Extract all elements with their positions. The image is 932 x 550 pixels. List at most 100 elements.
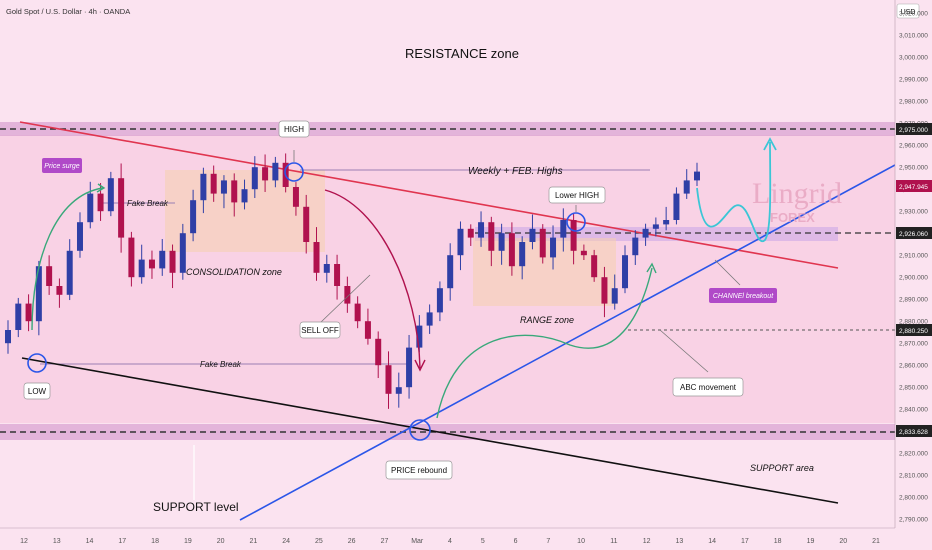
candle-bull [272,162,279,181]
abc-pointer [659,329,709,373]
channel-pointer [714,259,741,286]
candle-bull [66,250,73,295]
range-label: RANGE zone [520,315,574,325]
candle-bull [436,288,443,313]
candle-bull [560,220,567,238]
price-tick-label: 2,860.000 [899,363,928,370]
abc-arrowhead [646,262,657,274]
watermark-brand: Lingrid [752,177,842,210]
time-tick-label: 26 [348,538,356,545]
candle-bear [570,220,577,251]
price-tag-low-text: 2,880.250 [899,328,928,335]
candle-bull [632,237,639,256]
time-tick-label: 18 [774,538,782,545]
time-tick-label: 27 [381,538,389,545]
time-tick-label: 5 [481,538,485,545]
time-tick-label: 10 [577,538,585,545]
candle-bear [601,277,608,304]
price-tag-mid-text: 2,926.060 [899,231,928,238]
time-tick-label: 19 [807,538,815,545]
candle-bull [76,222,83,251]
time-tick-label: 13 [675,538,683,545]
high-marker-circle [284,162,304,182]
time-tick-label: 12 [643,538,651,545]
price-surge-arrow [31,187,104,331]
candle-bear [539,228,546,258]
price-tick-label: 2,980.000 [899,99,928,106]
price-tick-label: 2,960.000 [899,143,928,150]
support-level-label: SUPPORT level [153,500,239,514]
candle-bull [550,237,557,258]
time-tick-label: 24 [282,538,290,545]
price-tick-label: 2,950.000 [899,165,928,172]
ascending-trendline [239,164,896,521]
price-tag-current: 2,947.945 [896,180,932,192]
price-tick-label: 2,990.000 [899,77,928,84]
price-tag-current-text: 2,947.945 [899,184,928,191]
price-tag-low: 2,880.250 [896,324,932,336]
price-tag-mid: 2,926.060 [896,227,932,239]
candle-bull [683,180,690,194]
candle-bear [169,250,176,273]
candle-bear [375,338,382,366]
candle-bull [498,233,505,251]
price-tick-label: 2,850.000 [899,385,928,392]
candle-bull [5,330,11,344]
candle-bull [416,325,423,348]
resistance-zone-label: RESISTANCE zone [405,46,519,61]
instrument-title: Gold Spot / U.S. Dollar · 4h · OANDA [6,7,130,16]
candle-bull [107,178,114,212]
candle-bear [56,286,63,295]
candle-bull [200,173,207,201]
candle-bull [15,303,22,330]
candle-bull [447,255,454,289]
candle-bull [138,259,145,278]
channel-label: CHANNEl breakout [713,293,774,300]
resistance-zone-band [0,122,895,136]
candles-group [5,153,700,409]
time-tick-label: 14 [86,538,94,545]
abc-label: ABC movement [680,383,737,392]
candle-bull [87,193,94,223]
abc-callout: ABC movement [672,377,744,397]
watermark-sub: FOREX [770,210,815,225]
price-tick-label: 3,000.000 [899,55,928,62]
time-tick-label: 12 [20,538,28,545]
sell-off-arrow [324,189,421,369]
time-tick-label: 19 [184,538,192,545]
support-zone-band [0,424,895,440]
time-tick-label: 25 [315,538,323,545]
candle-bull [159,250,166,269]
support-area-label: SUPPORT area [750,463,814,473]
resistance-trendline [19,121,839,269]
candle-bull [519,242,526,267]
time-tick-label: 11 [610,538,617,545]
projection-arrowhead [763,137,777,151]
price-tick-label: 2,790.000 [899,517,928,524]
time-tick-label: 17 [741,538,749,545]
abc-curve [436,267,653,419]
time-tick-label: 21 [872,538,880,545]
candle-bull [642,228,649,238]
time-tick-label: 7 [546,538,550,545]
price-tick-label: 2,870.000 [899,341,928,348]
candle-bull [652,224,659,229]
candle-bull [220,180,227,194]
candle-bear [580,250,587,256]
channel-callout: CHANNEl breakout [709,288,777,303]
candle-bull [673,193,680,220]
time-tick-label: 13 [53,538,61,545]
currency-box[interactable] [896,3,920,19]
price-tick-label: 2,800.000 [899,495,928,502]
candle-bear [118,178,125,238]
candle-bull [478,222,485,238]
candle-bear [364,321,371,339]
candle-bear [46,266,53,286]
time-tick-label: 14 [708,538,716,545]
candle-bull [395,387,402,394]
candle-bear [313,242,320,273]
lower-high-label: Lower HIGH [555,191,599,200]
time-tick-label: 6 [514,538,518,545]
rebound-label: PRICE rebound [391,466,447,475]
